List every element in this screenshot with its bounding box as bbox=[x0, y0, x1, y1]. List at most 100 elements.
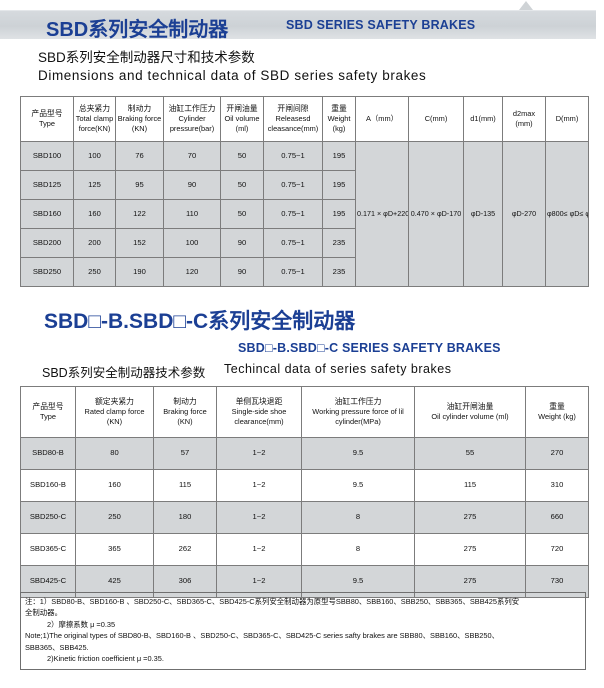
cell-oil: 90 bbox=[220, 228, 264, 258]
banner-bar bbox=[0, 10, 596, 39]
cell-clamp: 160 bbox=[75, 469, 154, 502]
table-row: SBD80-B 80 57 1~2 9.5 55 270 bbox=[20, 437, 589, 470]
cell-clearance: 0.75~1 bbox=[263, 141, 323, 171]
cell-dim-d1: φD-135 bbox=[463, 141, 503, 287]
cell-clamp: 200 bbox=[73, 228, 116, 258]
table-row: SBD125 125 95 90 50 0.75~1 195 bbox=[20, 170, 589, 200]
cell-type: SBD100 bbox=[20, 141, 74, 171]
table1-th-total-clamp-force: 总夹紧力 Total clamp force(KN) bbox=[73, 96, 116, 142]
table1-th-weight: 重量 Weight (kg) bbox=[322, 96, 356, 142]
cell-volume: 275 bbox=[414, 533, 526, 566]
cell-type: SBD160 bbox=[20, 199, 74, 229]
cell-volume: 115 bbox=[414, 469, 526, 502]
cell-oil: 50 bbox=[220, 170, 264, 200]
table2-th-shoe-clearance: 单侧瓦块退距 Single-side shoe clearance(mm) bbox=[216, 386, 302, 438]
cell-type: SBD80-B bbox=[20, 437, 76, 470]
sbd-dimensions-table: 产品型号 Type 总夹紧力 Total clamp force(KN) 制动力… bbox=[20, 96, 589, 287]
cell-pressure: 70 bbox=[163, 141, 221, 171]
cell-braking: 76 bbox=[115, 141, 164, 171]
table1-th-dim-d2max: d2max (mm) bbox=[502, 96, 546, 142]
table1-th-dim-d1: d1(mm) bbox=[463, 96, 503, 142]
table2-th-type: 产品型号 Type bbox=[20, 386, 76, 438]
cell-clearance: 0.75~1 bbox=[263, 257, 323, 287]
section2-heading-chinese: SBD□-B.SBD□-C系列安全制动器 bbox=[44, 310, 356, 333]
cell-clearance: 0.75~1 bbox=[263, 199, 323, 229]
cell-braking: 95 bbox=[115, 170, 164, 200]
cell-oil: 90 bbox=[220, 257, 264, 287]
section2-subheading-chinese: SBD系列安全制动器技术参数 bbox=[42, 366, 206, 380]
cell-weight: 310 bbox=[525, 469, 589, 502]
table-row: SBD160 160 122 110 50 0.75~1 195 bbox=[20, 199, 589, 229]
cell-pressure: 9.5 bbox=[301, 437, 415, 470]
footnotes-box: 注：1）SBD80-B、SBD160-B 、SBD250-C、SBD365-C、… bbox=[20, 592, 586, 670]
table-row: SBD100 100 76 70 50 0.75~1 195 0.171 × φ… bbox=[20, 141, 589, 287]
cell-clamp: 125 bbox=[73, 170, 116, 200]
banner-title-chinese: SBD系列安全制动器 bbox=[46, 19, 229, 41]
table2-header-row: 产品型号 Type 额定夹紧力 Rated clamp force (KN) 制… bbox=[20, 386, 589, 438]
cell-weight: 720 bbox=[525, 533, 589, 566]
table1-th-type: 产品型号 Type bbox=[20, 96, 74, 142]
page-banner: SBD系列安全制动器 SBD SERIES SAFETY BRAKES bbox=[0, 0, 604, 41]
cell-type: SBD200 bbox=[20, 228, 74, 258]
table1-th-cylinder-pressure: 油缸工作压力 Cylinder pressure(bar) bbox=[163, 96, 221, 142]
note-line-5: SBB365、SBB425. bbox=[25, 642, 89, 652]
table2-th-working-pressure: 油缸工作压力 Working pressure force of lil cyl… bbox=[301, 386, 415, 438]
banner-title-english: SBD SERIES SAFETY BRAKES bbox=[286, 18, 476, 32]
table-row: SBD200 200 152 100 90 0.75~1 235 bbox=[20, 228, 589, 258]
cell-braking: 122 bbox=[115, 199, 164, 229]
table2-th-weight: 重量 Weight (kg) bbox=[525, 386, 589, 438]
cell-pressure: 110 bbox=[163, 199, 221, 229]
cell-oil: 50 bbox=[220, 141, 264, 171]
cell-type: SBD250 bbox=[20, 257, 74, 287]
cell-dim-d2max: φD-270 bbox=[502, 141, 546, 287]
table1-th-released-clearance: 开闸间隙 Releasesd cleasance(mm) bbox=[263, 96, 323, 142]
cell-clamp: 250 bbox=[73, 257, 116, 287]
table2-th-braking-force: 制动力 Braking force (KN) bbox=[153, 386, 217, 438]
cell-type: SBD365-C bbox=[20, 533, 76, 566]
table2-th-oil-cylinder-volume: 油缸开闸油量 Oil cylinder volume (ml) bbox=[414, 386, 526, 438]
cell-braking: 152 bbox=[115, 228, 164, 258]
section2-heading-english: SBD□-B.SBD□-C SERIES SAFETY BRAKES bbox=[238, 341, 501, 355]
cell-clamp: 80 bbox=[75, 437, 154, 470]
cell-clearance: 1~2 bbox=[216, 469, 302, 502]
cell-type: SBD125 bbox=[20, 170, 74, 200]
cell-pressure: 120 bbox=[163, 257, 221, 287]
cell-dim-d: φ800≤ φD≤ φ1800 bbox=[545, 141, 589, 287]
cell-type: SBD160-B bbox=[20, 469, 76, 502]
note-line-3: 2）摩擦系数 μ =0.35 bbox=[47, 619, 116, 629]
cell-pressure: 8 bbox=[301, 501, 415, 534]
cell-clamp: 160 bbox=[73, 199, 116, 229]
section1-heading-chinese: SBD系列安全制动器尺寸和技术参数 bbox=[38, 50, 255, 65]
table1-th-oil-volume: 开闸油量 Oil volume (ml) bbox=[220, 96, 264, 142]
cell-braking: 180 bbox=[153, 501, 217, 534]
cell-clamp: 250 bbox=[75, 501, 154, 534]
cell-volume: 55 bbox=[414, 437, 526, 470]
cell-type: SBD250-C bbox=[20, 501, 76, 534]
banner-notch-triangle-icon bbox=[519, 1, 533, 10]
cell-braking: 115 bbox=[153, 469, 217, 502]
table-row: SBD250 250 190 120 90 0.75~1 235 bbox=[20, 257, 589, 287]
cell-dim-a: 0.171 × φD+220 bbox=[355, 141, 409, 287]
note-line-4: Note;1)The original types of SBD80-B、SBD… bbox=[25, 631, 500, 641]
table1-th-braking-force: 制动力 Braking force (KN) bbox=[115, 96, 164, 142]
cell-pressure: 90 bbox=[163, 170, 221, 200]
sbd-bc-technical-table: 产品型号 Type 额定夹紧力 Rated clamp force (KN) 制… bbox=[20, 386, 589, 598]
cell-weight: 235 bbox=[322, 228, 356, 258]
table-row: SBD160-B 160 115 1~2 9.5 115 310 bbox=[20, 469, 589, 502]
section1-heading-english: Dimensions and technical data of SBD ser… bbox=[38, 68, 427, 83]
cell-clearance: 1~2 bbox=[216, 437, 302, 470]
cell-weight: 660 bbox=[525, 501, 589, 534]
cell-weight: 235 bbox=[322, 257, 356, 287]
cell-clearance: 0.75~1 bbox=[263, 228, 323, 258]
cell-pressure: 9.5 bbox=[301, 469, 415, 502]
cell-weight: 270 bbox=[525, 437, 589, 470]
cell-braking: 190 bbox=[115, 257, 164, 287]
cell-volume: 275 bbox=[414, 501, 526, 534]
cell-clearance: 1~2 bbox=[216, 501, 302, 534]
note-line-1: 注：1）SBD80-B、SBD160-B 、SBD250-C、SBD365-C、… bbox=[25, 597, 520, 606]
table-row: SBD250-C 250 180 1~2 8 275 660 bbox=[20, 501, 589, 534]
cell-clearance: 0.75~1 bbox=[263, 170, 323, 200]
cell-weight: 195 bbox=[322, 141, 356, 171]
cell-oil: 50 bbox=[220, 199, 264, 229]
table1-th-dim-a: A（mm） bbox=[355, 96, 409, 142]
